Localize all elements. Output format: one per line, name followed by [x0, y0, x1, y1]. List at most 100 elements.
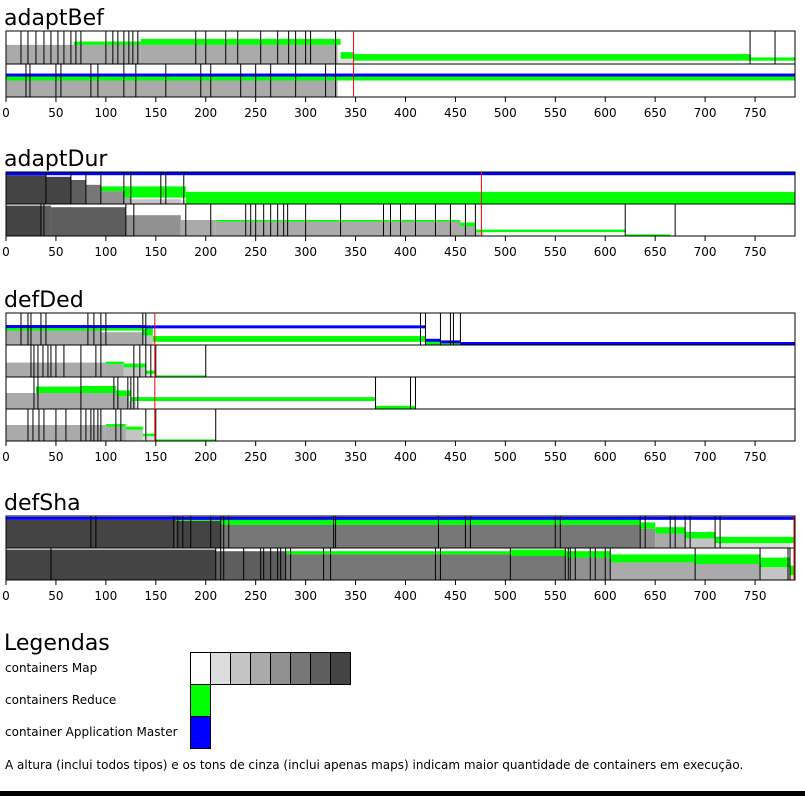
map-segment: [142, 335, 153, 345]
x-tick-label: 300: [294, 106, 317, 120]
map-segment: [6, 205, 42, 236]
reduce-segment: [340, 52, 354, 59]
x-tick-label: 50: [48, 106, 63, 120]
x-tick-label: 750: [744, 589, 767, 603]
x-tick-label: 400: [394, 106, 417, 120]
node-border: [5, 547, 796, 581]
panel-title: adaptDur: [4, 147, 108, 172]
x-tick-label: 550: [544, 245, 567, 259]
legend-swatch: [210, 652, 231, 685]
map-segment: [50, 207, 126, 236]
x-tick-label: 250: [244, 106, 267, 120]
x-tick-label: 750: [744, 450, 767, 464]
node-border: [5, 63, 796, 98]
map-segment: [130, 199, 181, 204]
legend-swatch: [230, 652, 251, 685]
x-tick-label: 400: [394, 450, 417, 464]
map-segment: [335, 80, 338, 97]
map-segment: [6, 549, 51, 580]
reduce-segment: [460, 222, 476, 227]
reduce-segment: [185, 191, 795, 204]
x-tick-label: 0: [2, 450, 10, 464]
panel-title: defSha: [4, 491, 81, 516]
map-segment: [715, 543, 791, 548]
legend-swatch: [310, 652, 331, 685]
reduce-segment: [80, 385, 116, 393]
am-segment: [6, 325, 146, 329]
x-tick-label: 50: [48, 245, 63, 259]
reduce-segment: [610, 554, 696, 563]
reduce-segment: [790, 565, 795, 576]
map-segment: [220, 524, 641, 548]
legend-swatch: [290, 652, 311, 685]
x-tick-label: 0: [2, 106, 10, 120]
x-tick-label: 600: [594, 245, 617, 259]
map-segment: [510, 556, 566, 580]
am-segment: [425, 338, 441, 342]
map-segment: [790, 546, 795, 548]
reduce-segment: [105, 361, 124, 365]
x-tick-label: 250: [244, 589, 267, 603]
map-segment: [6, 175, 46, 204]
x-tick-label: 600: [594, 450, 617, 464]
map-segment: [152, 341, 154, 345]
x-tick-label: 100: [94, 245, 117, 259]
x-tick-label: 700: [694, 245, 717, 259]
map-segment: [45, 176, 71, 204]
reduce-segment: [123, 363, 146, 368]
reduce-segment: [175, 519, 221, 521]
node-row: [5, 547, 796, 581]
x-tick-label: 250: [244, 450, 267, 464]
x-tick-label: 450: [444, 589, 467, 603]
map-segment: [565, 557, 611, 580]
reduce-segment: [130, 397, 376, 401]
reduce-segment: [155, 375, 206, 377]
x-tick-label: 350: [344, 450, 367, 464]
legend-label: container Application Master: [5, 725, 178, 739]
reduce-segment: [115, 390, 131, 397]
x-tick-label: 350: [344, 589, 367, 603]
reduce-segment: [220, 518, 641, 525]
x-tick-label: 550: [544, 589, 567, 603]
map-segment: [353, 60, 795, 64]
x-tick-label: 300: [294, 450, 317, 464]
reduce-segment: [475, 229, 626, 233]
x-tick-label: 500: [494, 106, 517, 120]
reduce-segment: [750, 57, 795, 61]
map-segment: [115, 396, 129, 409]
map-segment: [145, 373, 153, 377]
x-tick-label: 250: [244, 245, 267, 259]
map-segment: [180, 220, 216, 236]
reduce-segment: [375, 405, 416, 409]
reduce-segment: [565, 551, 611, 558]
map-segment: [123, 367, 146, 377]
reduce-segment: [695, 554, 761, 564]
x-tick-label: 150: [144, 589, 167, 603]
x-tick-label: 150: [144, 450, 167, 464]
legend-swatch: [330, 652, 351, 685]
reduce-segment: [140, 38, 341, 45]
reduce-segment: [760, 557, 791, 568]
reduce-segment: [73, 41, 141, 45]
reduce-segment: [625, 234, 671, 236]
node-row: [5, 376, 796, 410]
x-tick-label: 450: [444, 450, 467, 464]
bottom-rule: [0, 791, 805, 796]
x-tick-label: 300: [294, 245, 317, 259]
map-segment: [123, 197, 131, 204]
x-tick-label: 600: [594, 106, 617, 120]
footnote: A altura (inclui todos tipos) e os tons …: [5, 758, 743, 772]
x-tick-label: 200: [194, 450, 217, 464]
am-segment: [6, 172, 795, 176]
reduce-segment: [142, 328, 153, 336]
x-tick-label: 750: [744, 245, 767, 259]
map-segment: [100, 191, 124, 204]
map-segment: [6, 80, 336, 97]
x-tick-label: 0: [2, 245, 10, 259]
x-tick-label: 500: [494, 245, 517, 259]
map-segment: [790, 575, 795, 580]
reduce-segment: [6, 328, 143, 331]
legend-swatch: [270, 652, 291, 685]
am-segment: [6, 516, 795, 520]
